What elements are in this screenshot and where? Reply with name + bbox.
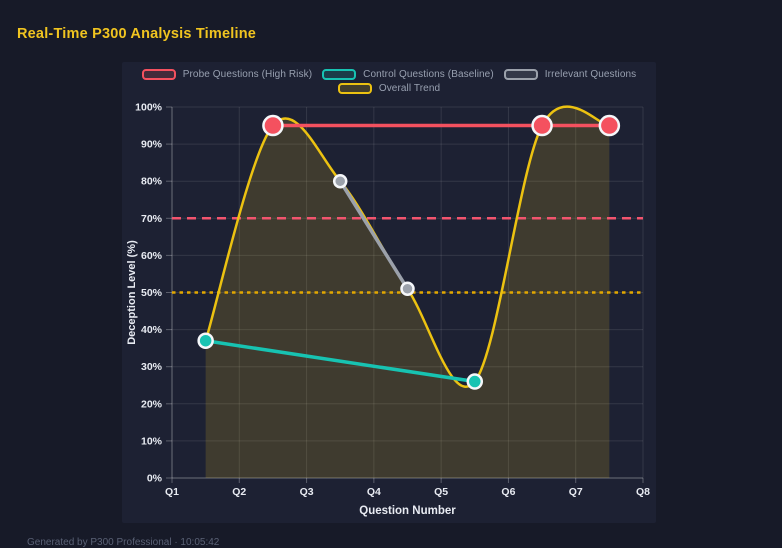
data-point-irrelevant-questions[interactable] [332,173,348,189]
data-point-probe-questions-high-risk[interactable] [598,114,621,137]
y-axis-tick-label: 10% [141,435,163,447]
legend-label: Overall Trend [378,83,441,94]
legend-swatch-icon [141,69,176,80]
x-axis-tick-label: Q1 [165,486,179,498]
legend-swatch-icon [337,83,372,94]
legend-item-irrelevant-questions[interactable]: Irrelevant Questions [503,69,637,80]
legend-item-probe-questions-high-risk[interactable]: Probe Questions (High Risk) [141,69,313,80]
y-axis-tick-label: 0% [147,473,163,485]
data-point-control-questions-baseline[interactable] [466,373,484,390]
x-axis-tick-label: Q5 [434,486,448,498]
y-axis-tick-label: 40% [141,324,163,336]
y-axis-tick-label: 80% [141,176,163,188]
legend-row: Overall Trend [337,83,441,94]
y-axis-tick-label: 50% [141,287,163,299]
page-title: Real-Time P300 Analysis Timeline [17,26,257,42]
legend-row: Probe Questions (High Risk) Control Quest… [141,69,637,80]
y-axis-tick-label: 60% [141,250,163,262]
y-axis-tick-label: 20% [141,398,163,410]
x-axis-tick-label: Q2 [232,486,246,498]
x-axis-tick-label: Q6 [501,486,515,498]
x-axis-tick-label: Q3 [300,486,314,498]
legend-item-control-questions-baseline[interactable]: Control Questions (Baseline) [322,69,494,80]
legend-swatch-icon [503,69,538,80]
x-axis-title: Question Number [359,505,456,517]
y-axis-tick-label: 70% [141,213,163,225]
legend-label: Irrelevant Questions [544,69,637,80]
chart-legend: Probe Questions (High Risk) Control Quest… [122,69,656,94]
legend-label: Control Questions (Baseline) [363,69,494,80]
y-axis-tick-label: 30% [141,361,163,373]
series-line-irrelevant-questions [338,179,410,291]
data-point-control-questions-baseline[interactable] [197,332,214,349]
y-axis-title: Deception Level (%) [126,240,138,345]
footer-text: Generated by P300 Professional · 10:05:4… [27,537,220,548]
data-point-probe-questions-high-risk[interactable] [531,114,553,137]
x-axis-tick-label: Q8 [636,486,650,498]
legend-item-overall-trend[interactable]: Overall Trend [337,83,441,94]
x-axis-tick-label: Q7 [569,486,583,498]
y-axis-tick-label: 90% [141,139,163,151]
legend-label: Probe Questions (High Risk) [182,69,313,80]
y-axis-tick-label: 100% [135,102,163,114]
data-point-irrelevant-questions[interactable] [400,281,415,297]
series-line-control-questions-baseline [203,338,477,384]
data-point-probe-questions-high-risk[interactable] [262,114,284,137]
legend-swatch-icon [322,69,357,80]
x-axis-tick-label: Q4 [367,486,381,498]
